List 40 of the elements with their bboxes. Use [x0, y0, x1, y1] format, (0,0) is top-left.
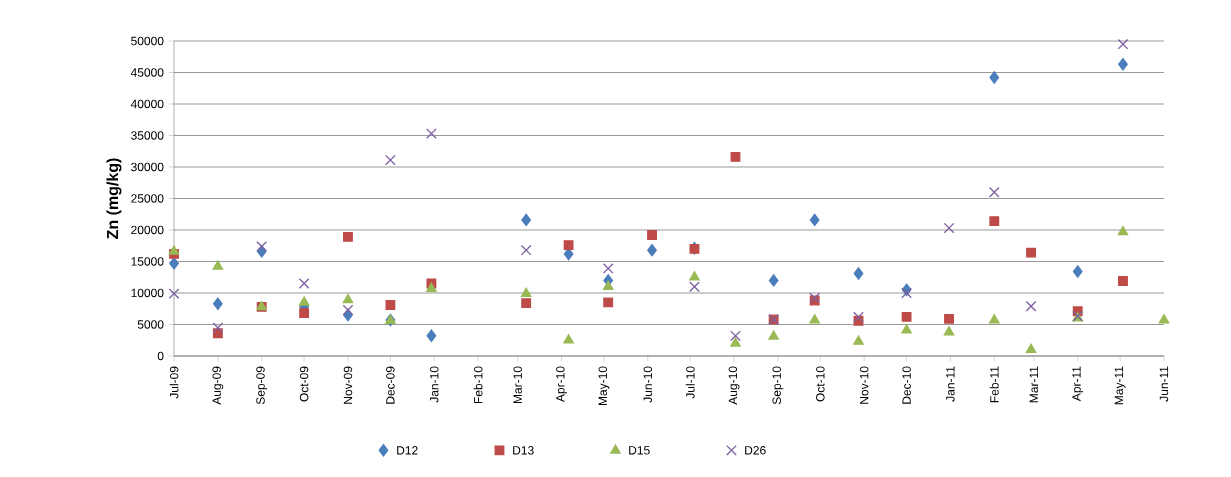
- x-tick-label: Jul-09: [169, 366, 179, 399]
- x-tick-label: Aug-09: [212, 366, 224, 405]
- x-tick-label: Sep-10: [772, 366, 784, 405]
- x-tick-label: Feb-11: [989, 366, 999, 403]
- legend-label: D13: [513, 446, 534, 455]
- legend-label: D26: [745, 446, 766, 455]
- x-tick-label: Jun-11: [1159, 366, 1169, 402]
- x-tick-label: Nov-09: [343, 366, 353, 404]
- y-tick-label: 15000: [131, 257, 164, 266]
- y-tick-label: 25000: [131, 194, 164, 203]
- x-tick-label: Mar-10: [513, 366, 522, 404]
- x-tick-label: Aug-10: [728, 366, 740, 405]
- x-tick-label: Mar-11: [1029, 366, 1039, 403]
- x-tick-label: Jan-10: [429, 366, 439, 403]
- y-tick-label: 20000: [131, 225, 164, 235]
- x-tick-label: Apr-11: [1072, 366, 1084, 402]
- x-tick-label: May-10: [598, 366, 610, 406]
- y-tick-label: 5000: [137, 320, 164, 329]
- x-tick-label: Oct-10: [816, 366, 825, 402]
- x-tick-label: Jul-10: [685, 366, 695, 399]
- y-tick-label: 40000: [130, 99, 164, 109]
- y-tick-label: 35000: [131, 131, 164, 140]
- x-tick-label: Jun-10: [643, 366, 653, 403]
- x-tick-label: May-11: [1114, 366, 1126, 405]
- x-tick-label: Nov-10: [859, 366, 869, 404]
- x-tick-label: Oct-09: [299, 366, 309, 402]
- x-tick-label: Apr-10: [556, 366, 567, 403]
- y-tick-label: 0: [157, 351, 164, 361]
- x-tick-label: Dec-09: [386, 366, 395, 404]
- y-axis-title: Zn (mg/kg): [106, 158, 122, 239]
- x-tick-label: Sep-09: [256, 366, 268, 405]
- y-tick-label: 30000: [131, 162, 164, 172]
- x-tick-label: Feb-10: [473, 366, 483, 404]
- legend-label: D12: [397, 446, 418, 455]
- legend-label: D15: [629, 446, 650, 455]
- x-tick-label: Dec-10: [902, 366, 911, 404]
- y-tick-label: 10000: [131, 288, 164, 298]
- y-tick-label: 45000: [130, 68, 164, 77]
- x-tick-label: Jan-11: [946, 366, 955, 402]
- y-tick-label: 50000: [131, 36, 164, 46]
